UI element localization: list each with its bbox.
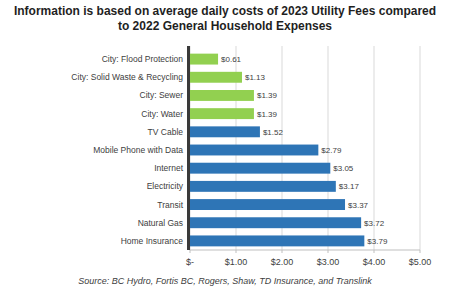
- tick-label: $-: [186, 257, 194, 267]
- data-label: $1.52: [263, 128, 284, 137]
- data-label: $3.37: [348, 201, 369, 210]
- bar: [190, 199, 345, 210]
- bar: [190, 126, 260, 137]
- bar: [190, 108, 254, 119]
- data-label: $1.13: [245, 73, 266, 82]
- tick-label: $2.00: [271, 257, 294, 267]
- category-label: Transit: [157, 200, 183, 210]
- data-label: $0.61: [221, 55, 242, 64]
- category-label: Mobile Phone with Data: [93, 145, 183, 155]
- chart-title: Information is based on average daily co…: [10, 4, 440, 34]
- data-label: $3.72: [364, 219, 385, 228]
- category-label: Natural Gas: [138, 218, 183, 228]
- x-axis-line: [190, 250, 420, 251]
- category-label: Internet: [154, 163, 183, 173]
- category-label: City: Solid Waste & Recycling: [71, 72, 183, 82]
- category-label: City: Water: [141, 109, 183, 119]
- tick-label: $1.00: [225, 257, 248, 267]
- category-label: TV Cable: [148, 127, 184, 137]
- bar: [190, 217, 361, 228]
- bar: [190, 54, 218, 65]
- tick-label: $3.00: [317, 257, 340, 267]
- data-label: $1.39: [257, 91, 278, 100]
- bar: [190, 145, 318, 156]
- data-label: $1.39: [257, 110, 278, 119]
- source-note: Source: BC Hydro, Fortis BC, Rogers, Sha…: [78, 276, 372, 286]
- data-label: $2.79: [321, 146, 342, 155]
- data-label: $3.05: [333, 164, 354, 173]
- bar: [190, 181, 336, 192]
- bar: [190, 72, 242, 83]
- data-label: $3.17: [339, 182, 360, 191]
- chart-svg: $- $1.00 $2.00 $3.00 $4.00 $5.00 $0.61 City: Fl…: [0, 0, 450, 292]
- category-label: City: Flood Protection: [102, 54, 184, 64]
- grid-line: [420, 46, 421, 250]
- bars: [190, 54, 364, 247]
- category-label: City: Sewer: [140, 90, 184, 100]
- bar: [190, 90, 254, 101]
- tick-label: $5.00: [409, 257, 432, 267]
- category-label: Home Insurance: [121, 236, 184, 246]
- bar: [190, 235, 364, 246]
- tick-label: $4.00: [363, 257, 386, 267]
- bar: [190, 163, 330, 174]
- y-axis-wall: [187, 46, 190, 250]
- category-label: Electricity: [147, 181, 184, 191]
- data-label: $3.79: [367, 237, 388, 246]
